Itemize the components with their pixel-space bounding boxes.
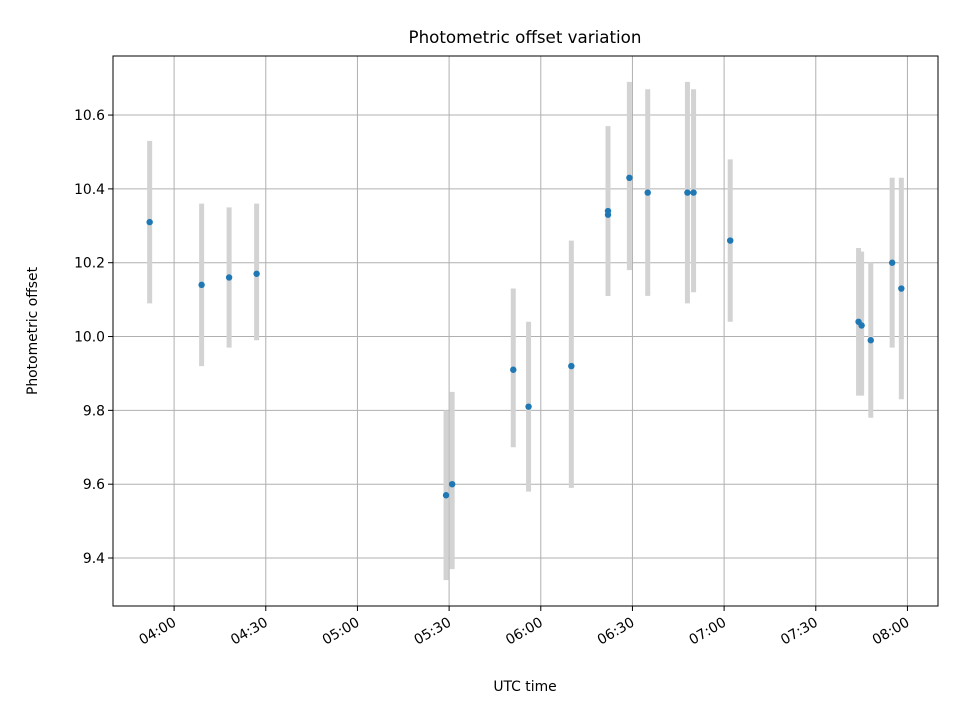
plot-frame — [112, 55, 939, 607]
data-point — [448, 480, 456, 488]
y-tick-label: 10.6 — [74, 108, 105, 124]
data-point — [604, 211, 612, 218]
data-point — [146, 218, 153, 226]
y-tick-label: 9.8 — [83, 403, 105, 419]
y-tick-label: 9.4 — [83, 551, 105, 567]
data-point — [525, 403, 532, 410]
data-point — [898, 285, 905, 292]
data-point — [888, 259, 896, 266]
y-tick-label: 10.2 — [74, 256, 105, 272]
y-axis-ticks: 9.4 9.6 9.8 10.0 10.2 10.4 10.6 — [74, 108, 113, 567]
data-point — [727, 237, 734, 244]
x-axis-label: UTC time — [493, 679, 556, 695]
data-point — [225, 274, 233, 281]
data-point — [442, 492, 450, 499]
data-point — [568, 362, 575, 370]
data-point — [253, 270, 260, 277]
data-point — [198, 281, 205, 289]
data-point — [867, 337, 874, 344]
data-point — [858, 322, 865, 329]
data-point — [644, 189, 651, 196]
data-point — [510, 366, 517, 373]
data-points — [146, 174, 905, 499]
data-point — [690, 189, 697, 196]
chart-title: Photometric offset variation — [409, 27, 642, 47]
data-point — [626, 174, 633, 182]
grid — [113, 56, 938, 606]
data-point — [684, 189, 691, 196]
y-axis-label: Photometric offset — [25, 266, 41, 395]
y-tick-label: 10.0 — [74, 330, 105, 346]
y-tick-label: 9.6 — [83, 477, 105, 493]
y-tick-label: 10.4 — [74, 182, 105, 198]
